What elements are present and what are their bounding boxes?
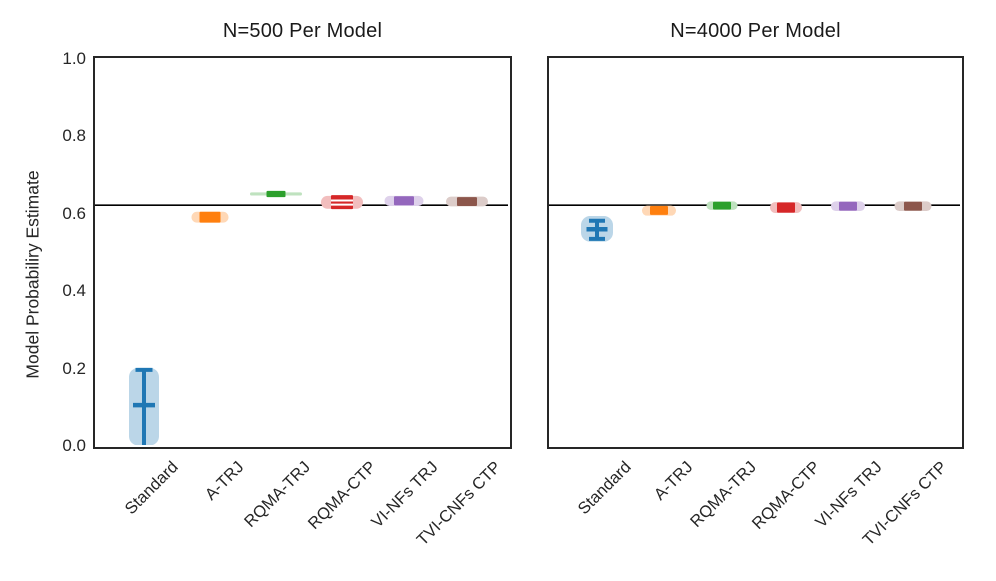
y-tick-label-0.2: 0.2 — [62, 358, 86, 378]
x-tick-label-a-trj: A-TRJ — [650, 458, 697, 504]
x-tick-label-a-trj: A-TRJ — [201, 458, 248, 504]
violin-tvi-cnfs-ctp — [894, 201, 932, 212]
x-tick-label-rqma-ctp: RQMA-CTP — [748, 458, 824, 533]
box — [776, 202, 795, 213]
violin-rqma-trj — [706, 201, 738, 210]
y-tick-label-0.4: 0.4 — [62, 281, 86, 301]
y-tick-label-0.6: 0.6 — [62, 203, 86, 223]
violin-a-trj — [191, 211, 229, 223]
violin-a-trj — [641, 205, 676, 216]
violin-vi-nfs-trj — [384, 195, 424, 206]
x-tick-label-standard: Standard — [121, 458, 182, 519]
panel-title-n4000: N=4000 Per Model — [670, 20, 841, 42]
x-tick-label-rqma-ctp: RQMA-CTP — [304, 458, 380, 533]
box — [456, 197, 477, 206]
box — [393, 196, 414, 206]
x-tick-label-standard: Standard — [574, 458, 635, 519]
violin-rqma-ctp — [320, 195, 363, 210]
y-tick-label-0.0: 0.0 — [62, 436, 86, 456]
violin-standard — [580, 216, 613, 242]
panel-title-n500: N=500 Per Model — [222, 20, 383, 42]
violin-rqma-ctp — [769, 202, 802, 213]
box — [330, 195, 353, 210]
y-tick-label-1.0: 1.0 — [62, 48, 86, 68]
y-tick-label-0.8: 0.8 — [62, 126, 86, 146]
box — [199, 211, 221, 223]
violin-plot-n500 — [95, 190, 509, 446]
box — [266, 190, 286, 198]
violin-plot-n4000 — [549, 201, 961, 242]
x-tick-label-rqma-trj: RQMA-TRJ — [240, 458, 314, 532]
panel-n4000 — [547, 56, 964, 449]
violin-tvi-cnfs-ctp — [445, 196, 488, 207]
y-axis-label: Model Probabiliry Estimate — [22, 170, 43, 379]
violin-vi-nfs-trj — [830, 201, 865, 212]
box — [712, 201, 731, 210]
box — [649, 205, 668, 215]
box — [838, 201, 857, 211]
box — [903, 201, 922, 211]
violin-rqma-trj — [249, 190, 302, 198]
violin-standard — [129, 367, 159, 446]
panel-n500 — [93, 56, 512, 449]
